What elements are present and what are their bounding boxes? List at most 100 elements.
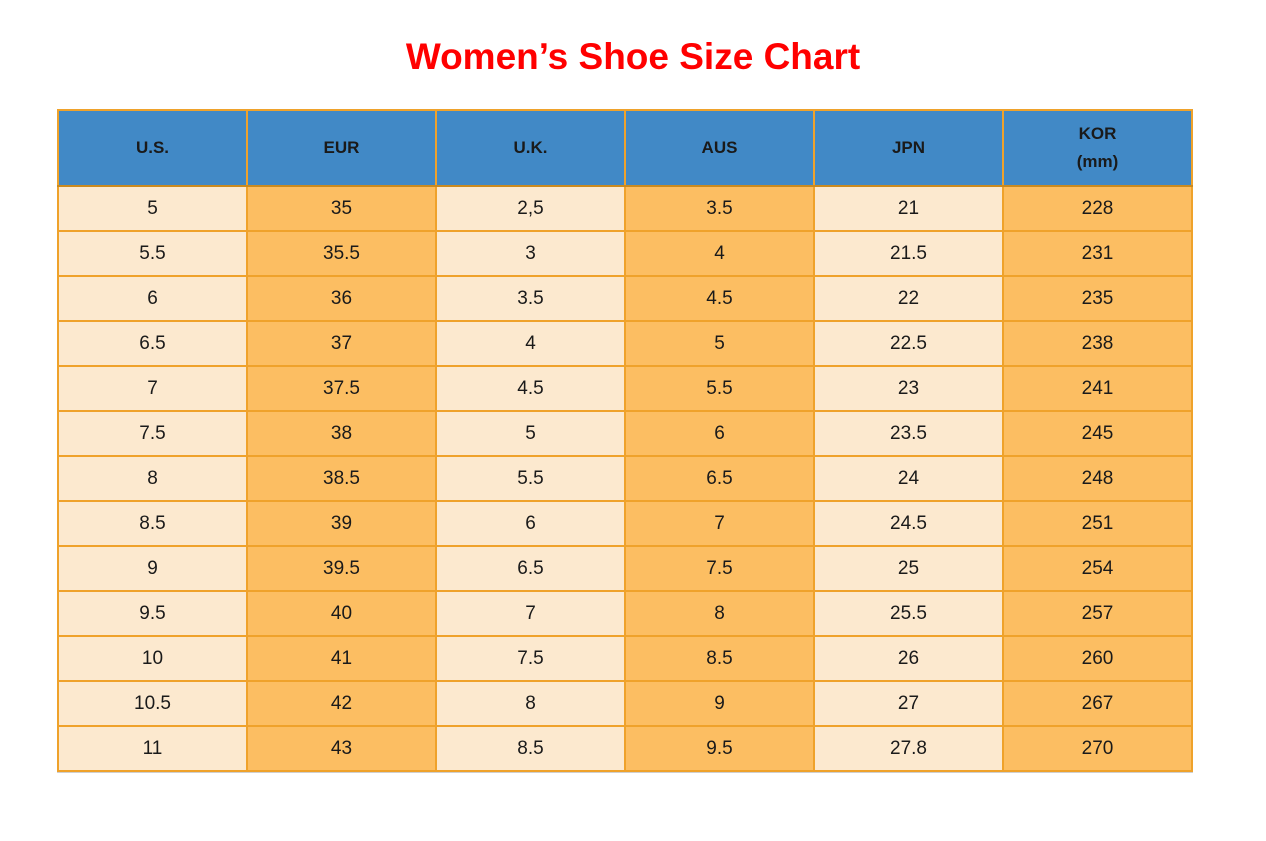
table-cell: 41 (246, 635, 437, 682)
table-cell: 270 (1002, 725, 1193, 772)
table-cell: 38 (246, 410, 437, 457)
table-header: U.S. EUR U.K. AUS JPN KOR (mm) (57, 109, 1193, 187)
shoe-size-table: U.S. EUR U.K. AUS JPN KOR (mm) 5 35 2,5 3.5 21 228… (57, 109, 1193, 772)
table-row: 8 38.5 5.5 6.5 24 248 (57, 455, 1193, 502)
table-row: 9.5 40 7 8 25.5 257 (57, 590, 1193, 637)
column-header-uk: U.K. (435, 109, 626, 187)
table-cell: 251 (1002, 500, 1193, 547)
table-cell: 8.5 (57, 500, 248, 547)
table-cell: 24.5 (813, 500, 1004, 547)
table-cell: 9 (624, 680, 815, 727)
table-cell: 27 (813, 680, 1004, 727)
table-cell: 22 (813, 275, 1004, 322)
table-cell: 8.5 (624, 635, 815, 682)
table-row: 7 37.5 4.5 5.5 23 241 (57, 365, 1193, 412)
page-title: Women’s Shoe Size Chart (405, 36, 861, 77)
table-cell: 24 (813, 455, 1004, 502)
table-cell: 9 (57, 545, 248, 592)
table-cell: 3.5 (435, 275, 626, 322)
table-cell: 7 (57, 365, 248, 412)
table-cell: 10 (57, 635, 248, 682)
table-cell: 6 (435, 500, 626, 547)
table-row: 11 43 8.5 9.5 27.8 270 (57, 725, 1193, 772)
table-cell: 9.5 (624, 725, 815, 772)
table-cell: 8 (435, 680, 626, 727)
table-cell: 267 (1002, 680, 1193, 727)
table-cell: 235 (1002, 275, 1193, 322)
table-cell: 260 (1002, 635, 1193, 682)
table-cell: 40 (246, 590, 437, 637)
table-cell: 257 (1002, 590, 1193, 637)
table-cell: 42 (246, 680, 437, 727)
table-cell: 9.5 (57, 590, 248, 637)
table-cell: 248 (1002, 455, 1193, 502)
table-cell: 5 (57, 185, 248, 232)
table-cell: 254 (1002, 545, 1193, 592)
table-row: 8.5 39 6 7 24.5 251 (57, 500, 1193, 547)
table-header-row: U.S. EUR U.K. AUS JPN KOR (mm) (57, 109, 1193, 187)
table-cell: 21.5 (813, 230, 1004, 277)
table-cell: 23.5 (813, 410, 1004, 457)
column-header-jpn: JPN (813, 109, 1004, 187)
table-cell: 37 (246, 320, 437, 367)
table-cell: 7.5 (57, 410, 248, 457)
table-cell: 7 (624, 500, 815, 547)
table-cell: 2,5 (435, 185, 626, 232)
table-cell: 22.5 (813, 320, 1004, 367)
table-cell: 35 (246, 185, 437, 232)
table-cell: 4 (435, 320, 626, 367)
table-cell: 25.5 (813, 590, 1004, 637)
column-header-us: U.S. (57, 109, 248, 187)
table-cell: 10.5 (57, 680, 248, 727)
table-cell: 25 (813, 545, 1004, 592)
table-cell: 38.5 (246, 455, 437, 502)
table-row: 10.5 42 8 9 27 267 (57, 680, 1193, 727)
table-cell: 11 (57, 725, 248, 772)
table-row: 5.5 35.5 3 4 21.5 231 (57, 230, 1193, 277)
table-cell: 5.5 (435, 455, 626, 502)
table-cell: 7.5 (435, 635, 626, 682)
table-cell: 8 (624, 590, 815, 637)
table-cell: 231 (1002, 230, 1193, 277)
table-cell: 43 (246, 725, 437, 772)
table-cell: 4.5 (624, 275, 815, 322)
table-cell: 6.5 (57, 320, 248, 367)
table-cell: 26 (813, 635, 1004, 682)
column-header-eur: EUR (246, 109, 437, 187)
column-header-aus: AUS (624, 109, 815, 187)
table-cell: 228 (1002, 185, 1193, 232)
table-cell: 8.5 (435, 725, 626, 772)
table-cell: 6 (57, 275, 248, 322)
table-row: 7.5 38 5 6 23.5 245 (57, 410, 1193, 457)
table-cell: 6.5 (624, 455, 815, 502)
table-cell: 23 (813, 365, 1004, 412)
table-cell: 4 (624, 230, 815, 277)
table-row: 5 35 2,5 3.5 21 228 (57, 185, 1193, 232)
table-cell: 21 (813, 185, 1004, 232)
table-cell: 39 (246, 500, 437, 547)
table-cell: 27.8 (813, 725, 1004, 772)
table-cell: 39.5 (246, 545, 437, 592)
table-cell: 5 (435, 410, 626, 457)
table-cell: 8 (57, 455, 248, 502)
table-cell: 5.5 (57, 230, 248, 277)
table-cell: 37.5 (246, 365, 437, 412)
column-header-kormm: KOR (mm) (1002, 109, 1193, 187)
table-row: 6 36 3.5 4.5 22 235 (57, 275, 1193, 322)
table-cell: 6 (624, 410, 815, 457)
table-cell: 35.5 (246, 230, 437, 277)
table-cell: 36 (246, 275, 437, 322)
table-cell: 3 (435, 230, 626, 277)
table-cell: 5 (624, 320, 815, 367)
table-row: 10 41 7.5 8.5 26 260 (57, 635, 1193, 682)
table-row: 9 39.5 6.5 7.5 25 254 (57, 545, 1193, 592)
table-cell: 7.5 (624, 545, 815, 592)
table-cell: 4.5 (435, 365, 626, 412)
table-cell: 5.5 (624, 365, 815, 412)
table-body: 5 35 2,5 3.5 21 228 5.5 35.5 3 4 21.5 231 6 36 3.5 4.5 2… (57, 185, 1193, 772)
table-cell: 241 (1002, 365, 1193, 412)
table-cell: 245 (1002, 410, 1193, 457)
table-cell: 238 (1002, 320, 1193, 367)
table-cell: 3.5 (624, 185, 815, 232)
table-row: 6.5 37 4 5 22.5 238 (57, 320, 1193, 367)
